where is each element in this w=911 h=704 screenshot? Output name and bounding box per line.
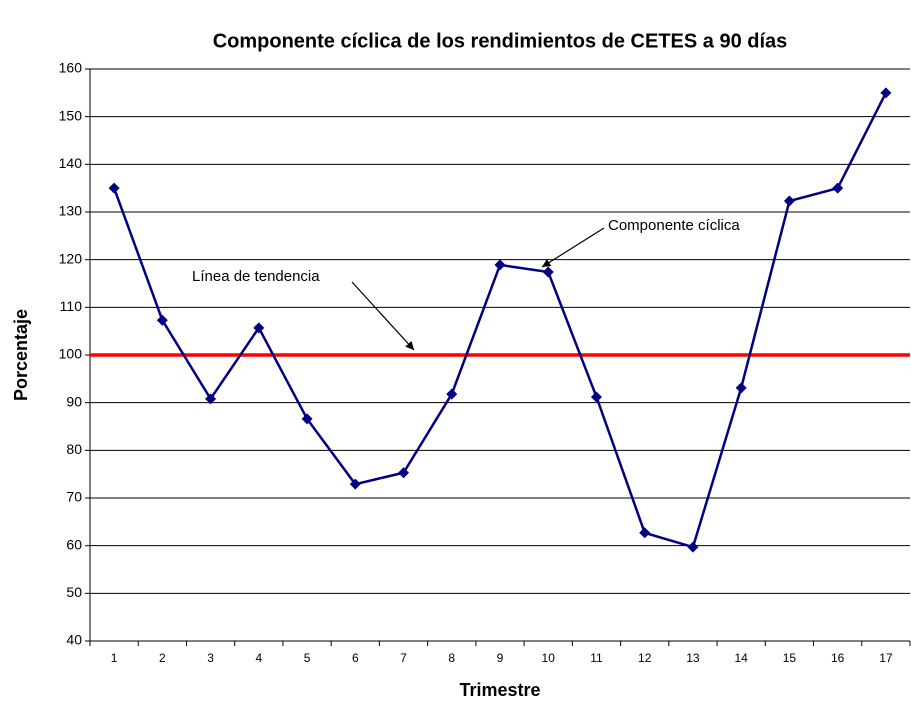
- y-axis-label: Porcentaje: [11, 309, 31, 401]
- data-point: [783, 195, 795, 207]
- y-tick-label: 110: [60, 298, 83, 314]
- data-point: [446, 388, 458, 400]
- x-tick-label: 5: [304, 651, 311, 665]
- y-tick-label: 140: [59, 155, 83, 171]
- x-tick-label: 7: [400, 651, 407, 665]
- annotation-arrow: [541, 227, 605, 268]
- y-tick-label: 150: [59, 107, 83, 123]
- data-point: [301, 413, 313, 425]
- x-tick-label: 14: [734, 651, 748, 665]
- data-point: [349, 478, 361, 490]
- x-tick-label: 6: [352, 651, 359, 665]
- x-tick-label: 9: [497, 651, 504, 665]
- x-tick-label: 13: [686, 651, 700, 665]
- x-tick-label: 3: [207, 651, 214, 665]
- data-point: [542, 266, 554, 278]
- x-tick-label: 16: [831, 651, 845, 665]
- x-tick-label: 15: [783, 651, 797, 665]
- y-tick-label: 100: [59, 346, 83, 362]
- x-tick-label: 12: [638, 651, 652, 665]
- data-line: [112, 92, 887, 549]
- y-tick-label: 70: [66, 489, 82, 505]
- x-tick-label: 2: [159, 651, 166, 665]
- x-tick-label: 1: [111, 651, 118, 665]
- x-tick-label: 11: [590, 651, 603, 665]
- y-tick-label: 120: [59, 250, 83, 266]
- data-point: [735, 382, 747, 394]
- annotation-arrow: [351, 281, 415, 351]
- x-axis-label: Trimestre: [459, 680, 540, 700]
- y-tick-label: 90: [66, 393, 82, 409]
- chart-title: Componente cíclica de los rendimientos d…: [213, 30, 788, 52]
- y-tick-label: 60: [66, 536, 82, 552]
- y-tick-label: 80: [66, 441, 82, 457]
- annotation: Línea de tendencia: [192, 268, 320, 285]
- annotation: Componente cíclica: [608, 217, 740, 234]
- data-point: [880, 87, 892, 99]
- data-point: [108, 182, 120, 194]
- y-tick-label: 130: [59, 203, 83, 219]
- data-point: [205, 393, 217, 405]
- x-tick-label: 8: [448, 651, 455, 665]
- data-point: [590, 391, 602, 403]
- y-tick-label: 50: [66, 584, 82, 600]
- data-point: [253, 322, 265, 334]
- data-point: [687, 541, 699, 553]
- x-tick-label: 4: [255, 651, 262, 665]
- x-tick-label: 10: [542, 651, 556, 665]
- data-point: [398, 467, 410, 479]
- y-tick-label: 40: [66, 632, 82, 648]
- data-point: [832, 182, 844, 194]
- y-tick-label: 160: [59, 60, 83, 76]
- data-point: [639, 527, 651, 539]
- x-tick-label: 17: [879, 651, 893, 665]
- data-point: [494, 259, 506, 271]
- data-point: [156, 314, 168, 326]
